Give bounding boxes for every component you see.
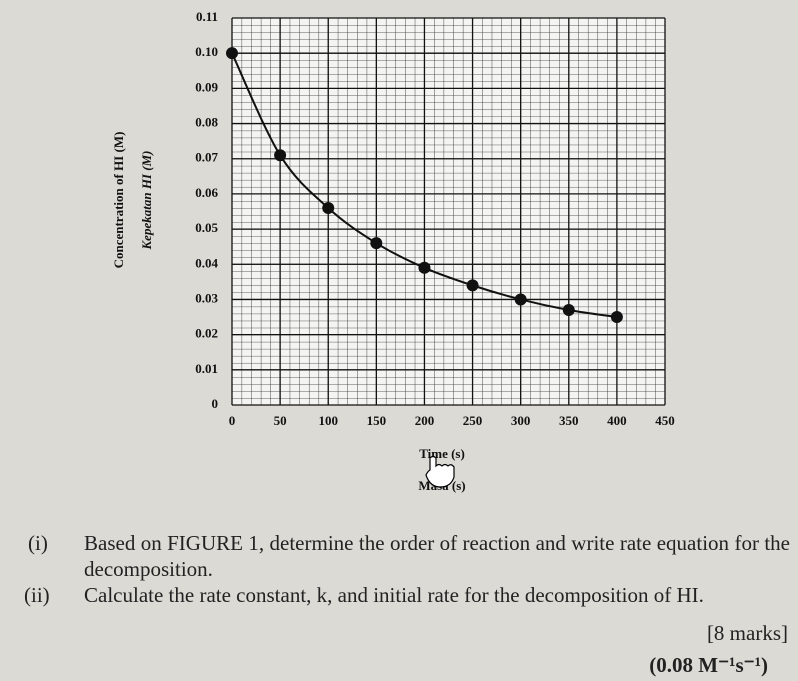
- data-point: [370, 237, 383, 250]
- marks: [8 marks]: [706, 621, 788, 645]
- data-point: [514, 293, 527, 306]
- y-tick-label: 0.01: [195, 361, 218, 376]
- data-point: [322, 201, 335, 214]
- y-tick-label: 0.07: [195, 150, 218, 165]
- y-tick-label: 0: [212, 396, 219, 411]
- x-tick-label: 350: [559, 413, 579, 428]
- data-point: [562, 304, 575, 317]
- y-tick-label: 0.05: [195, 220, 218, 235]
- y-tick-label: 0.09: [195, 79, 218, 94]
- data-point: [610, 311, 623, 324]
- data-point: [274, 149, 287, 162]
- minor-grid: [232, 18, 665, 405]
- x-tick-label: 400: [607, 413, 627, 428]
- y-label: Concentration of HI (M): [111, 132, 126, 269]
- x-tick-label: 50: [274, 413, 287, 428]
- data-point: [418, 261, 431, 274]
- data-point: [466, 279, 479, 292]
- y-tick-label: 0.06: [195, 185, 218, 200]
- y-tick-label: 0.08: [195, 115, 218, 130]
- x-tick-label: 100: [318, 413, 338, 428]
- x-label: Time (s): [419, 446, 465, 461]
- question-text: Based on FIGURE 1, determine the order o…: [84, 531, 790, 581]
- chart: Concentration of HI (M) Kepekatan HI (M)…: [111, 9, 675, 493]
- y-tick-label: 0.02: [195, 326, 218, 341]
- question-number: (i): [28, 531, 48, 555]
- answer: (0.08 M⁻¹s⁻¹): [649, 653, 768, 677]
- x-tick-label: 300: [511, 413, 531, 428]
- hand-cursor: [425, 455, 455, 488]
- y-tick-label: 0.04: [195, 255, 218, 270]
- y-tick-label: 0.03: [195, 290, 218, 305]
- question-number: (ii): [24, 583, 50, 607]
- x-tick-label: 150: [367, 413, 387, 428]
- x-tick-label: 200: [415, 413, 435, 428]
- y-label-2: Kepekatan HI (M): [139, 151, 154, 251]
- data-point: [226, 47, 238, 60]
- question-text: Calculate the rate constant, k, and init…: [84, 583, 704, 607]
- x-tick-label: 450: [655, 413, 675, 428]
- x-tick-label: 0: [229, 413, 236, 428]
- x-tick-label: 250: [463, 413, 483, 428]
- y-tick-label: 0.11: [196, 9, 218, 24]
- y-tick-label: 0.10: [195, 44, 218, 59]
